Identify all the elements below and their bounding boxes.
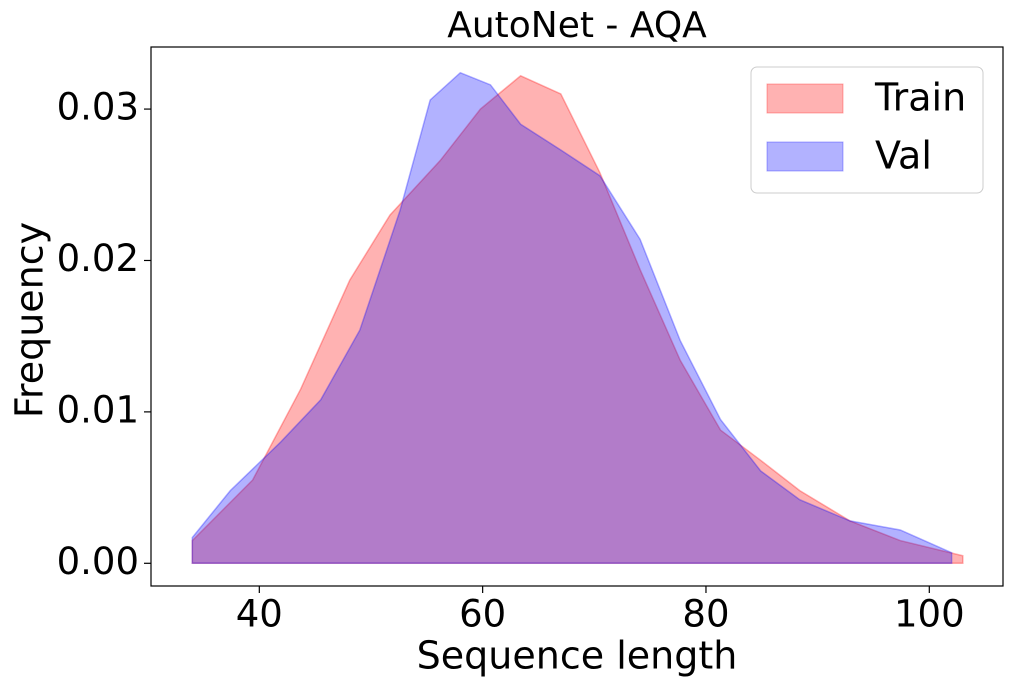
legend-label: Val [875, 134, 932, 178]
legend-box [750, 66, 984, 194]
x-tick-label: 80 [682, 593, 729, 636]
x-tick-label: 40 [236, 593, 283, 636]
legend-label: Train [874, 76, 966, 120]
x-tick-label: 60 [459, 593, 506, 636]
legend-swatch [766, 83, 844, 114]
legend-swatch [766, 141, 844, 172]
area [191, 71, 953, 565]
y-tick-label: 0.00 [57, 540, 139, 583]
y-tick-label: 0.02 [57, 237, 139, 280]
y-tick-label: 0.03 [57, 86, 139, 129]
area [191, 74, 964, 565]
y-axis-label: Frequency [8, 222, 52, 418]
plot-frame [150, 46, 1004, 587]
x-axis-label: Sequence length [417, 634, 738, 678]
chart-title: AutoNet - AQA [447, 5, 707, 46]
x-tick-label: 100 [894, 593, 965, 636]
y-tick-label: 0.01 [57, 388, 139, 431]
